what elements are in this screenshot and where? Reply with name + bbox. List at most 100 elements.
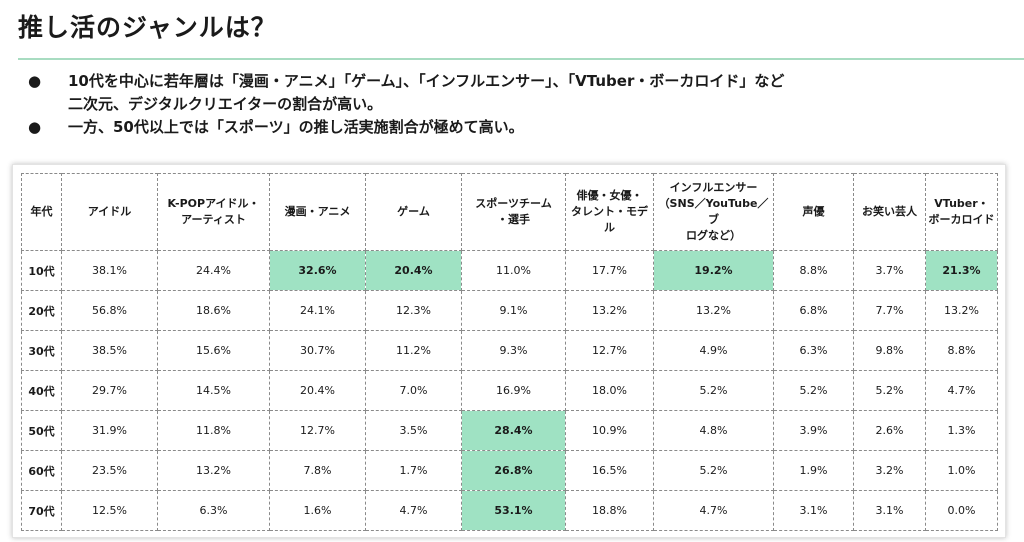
table-cell: 3.5% — [365, 410, 462, 451]
row-header-age: 40代 — [21, 370, 62, 411]
bullet-item: ● 10代を中心に若年層は「漫画・アニメ」「ゲーム」、「インフルエンサー」、「V… — [28, 70, 1008, 116]
table-cell: 38.1% — [61, 250, 158, 291]
table-cell: 23.5% — [61, 450, 158, 491]
table-cell: 12.7% — [269, 410, 366, 451]
table-cell: 5.2% — [653, 450, 774, 491]
table-cell: 4.7% — [365, 490, 462, 531]
table-cell: 3.7% — [853, 250, 926, 291]
table-card: 年代 アイドル K-POPアイドル・ アーティスト 漫画・アニメ ゲーム スポーツチーム … — [12, 164, 1006, 538]
row-header-age: 10代 — [21, 250, 62, 291]
table-cell: 9.1% — [461, 290, 566, 331]
bullet-text: 一方、50代以上では「スポーツ」の推し活実施割合が極めて高い。 — [68, 118, 524, 136]
table-cell: 3.2% — [853, 450, 926, 491]
table-cell: 18.0% — [565, 370, 654, 411]
table-cell: 24.4% — [157, 250, 270, 291]
highlighted-cell: 26.8% — [461, 450, 566, 491]
table-cell: 1.7% — [365, 450, 462, 491]
table-cell: 4.9% — [653, 330, 774, 371]
column-header: 俳優・女優・ タレント・モデル — [565, 173, 654, 251]
table-cell: 3.1% — [853, 490, 926, 531]
table-cell: 5.2% — [773, 370, 854, 411]
table-cell: 11.0% — [461, 250, 566, 291]
highlighted-cell: 20.4% — [365, 250, 462, 291]
table-cell: 56.8% — [61, 290, 158, 331]
table-cell: 30.7% — [269, 330, 366, 371]
table-row: 40代 29.7% 14.5% 20.4% 7.0% 16.9% 18.0% 5.2% 5.2%… — [21, 370, 998, 411]
table-cell: 13.2% — [653, 290, 774, 331]
column-header: お笑い芸人 — [853, 173, 926, 251]
table-cell: 17.7% — [565, 250, 654, 291]
table-cell: 13.2% — [565, 290, 654, 331]
column-header: VTuber・ ボーカロイド — [925, 173, 998, 251]
table-cell: 4.7% — [653, 490, 774, 531]
table-cell: 7.8% — [269, 450, 366, 491]
table-cell: 11.2% — [365, 330, 462, 371]
table-row: 10代 38.1% 24.4% 32.6% 20.4% 11.0% 17.7% 19.2% 8.… — [21, 250, 998, 291]
column-header: ゲーム — [365, 173, 462, 251]
table-cell: 13.2% — [925, 290, 998, 331]
table-cell: 5.2% — [853, 370, 926, 411]
table-cell: 4.8% — [653, 410, 774, 451]
page-title: 推し活のジャンルは？ — [18, 13, 277, 42]
table-cell: 1.3% — [925, 410, 998, 451]
table-cell: 29.7% — [61, 370, 158, 411]
table-row: 50代 31.9% 11.8% 12.7% 3.5% 28.4% 10.9% 4.8% 3.9%… — [21, 410, 998, 451]
table-cell: 1.0% — [925, 450, 998, 491]
table-cell: 15.6% — [157, 330, 270, 371]
row-header-age: 30代 — [21, 330, 62, 371]
column-header: 声優 — [773, 173, 854, 251]
genre-by-age-table: 年代 アイドル K-POPアイドル・ アーティスト 漫画・アニメ ゲーム スポーツチーム … — [21, 173, 998, 531]
table-row: 70代 12.5% 6.3% 1.6% 4.7% 53.1% 18.8% 4.7% 3.1% 3.… — [21, 490, 998, 531]
table-cell: 20.4% — [269, 370, 366, 411]
summary-bullets: ● 10代を中心に若年層は「漫画・アニメ」「ゲーム」、「インフルエンサー」、「V… — [28, 70, 1008, 139]
table-cell: 16.9% — [461, 370, 566, 411]
table-cell: 3.9% — [773, 410, 854, 451]
table-cell: 12.7% — [565, 330, 654, 371]
table-cell: 0.0% — [925, 490, 998, 531]
bullet-marker: ● — [28, 72, 42, 90]
column-header: スポーツチーム ・選手 — [461, 173, 566, 251]
table-cell: 31.9% — [61, 410, 158, 451]
highlighted-cell: 28.4% — [461, 410, 566, 451]
column-header: K-POPアイドル・ アーティスト — [157, 173, 270, 251]
table-cell: 12.3% — [365, 290, 462, 331]
table-body: 10代 38.1% 24.4% 32.6% 20.4% 11.0% 17.7% 19.2% 8.… — [21, 250, 998, 531]
table-cell: 3.1% — [773, 490, 854, 531]
table-row: 20代 56.8% 18.6% 24.1% 12.3% 9.1% 13.2% 13.2% 6.8… — [21, 290, 998, 331]
table-cell: 1.9% — [773, 450, 854, 491]
table-cell: 5.2% — [653, 370, 774, 411]
column-header: インフルエンサー （SNS／YouTube／ブ ログなど） — [653, 173, 774, 251]
table-cell: 24.1% — [269, 290, 366, 331]
table-cell: 9.8% — [853, 330, 926, 371]
row-header-age: 20代 — [21, 290, 62, 331]
table-cell: 16.5% — [565, 450, 654, 491]
table-header-row: 年代 アイドル K-POPアイドル・ アーティスト 漫画・アニメ ゲーム スポーツチーム … — [21, 173, 998, 251]
table-cell: 6.8% — [773, 290, 854, 331]
table-cell: 6.3% — [157, 490, 270, 531]
column-header: アイドル — [61, 173, 158, 251]
bullet-item: ● 一方、50代以上では「スポーツ」の推し活実施割合が極めて高い。 — [28, 116, 1008, 139]
table-cell: 14.5% — [157, 370, 270, 411]
row-header-age: 60代 — [21, 450, 62, 491]
table-row: 60代 23.5% 13.2% 7.8% 1.7% 26.8% 16.5% 5.2% 1.9% 3… — [21, 450, 998, 491]
table-cell: 4.7% — [925, 370, 998, 411]
table-cell: 1.6% — [269, 490, 366, 531]
table-cell: 13.2% — [157, 450, 270, 491]
bullet-text: 10代を中心に若年層は「漫画・アニメ」「ゲーム」、「インフルエンサー」、「VTu… — [68, 72, 785, 113]
table-cell: 8.8% — [773, 250, 854, 291]
highlighted-cell: 32.6% — [269, 250, 366, 291]
title-divider — [18, 58, 1024, 60]
row-header-age: 70代 — [21, 490, 62, 531]
highlighted-cell: 53.1% — [461, 490, 566, 531]
table-row: 30代 38.5% 15.6% 30.7% 11.2% 9.3% 12.7% 4.9% 6.3%… — [21, 330, 998, 371]
table-cell: 8.8% — [925, 330, 998, 371]
row-header-age: 50代 — [21, 410, 62, 451]
table-cell: 7.0% — [365, 370, 462, 411]
highlighted-cell: 19.2% — [653, 250, 774, 291]
table-cell: 18.8% — [565, 490, 654, 531]
table-cell: 9.3% — [461, 330, 566, 371]
column-header-age: 年代 — [21, 173, 62, 251]
bullet-marker: ● — [28, 118, 42, 136]
table-cell: 6.3% — [773, 330, 854, 371]
highlighted-cell: 21.3% — [925, 250, 998, 291]
